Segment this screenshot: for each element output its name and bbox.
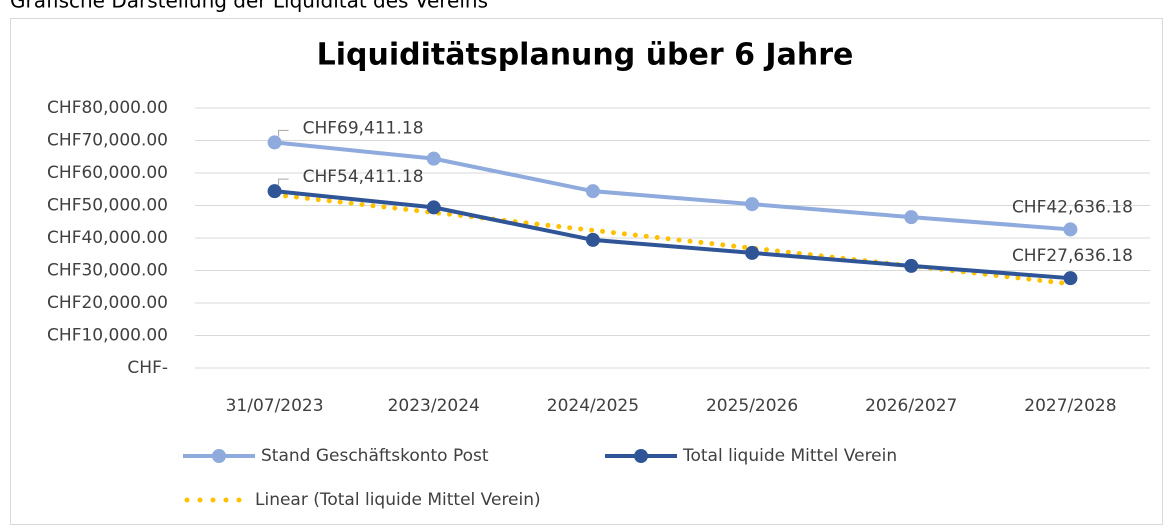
point — [1063, 222, 1078, 237]
point — [745, 245, 760, 260]
x-tick-label: 2027/2028 — [1024, 396, 1116, 416]
data-label: CHF69,411.18 — [303, 118, 424, 138]
y-tick-label: CHF60,000.00 — [47, 163, 168, 183]
point — [904, 210, 919, 225]
leader-line — [278, 178, 289, 186]
page-heading: Grafische Darstellung der Liquidität des… — [10, 0, 488, 13]
y-tick-label: CHF- — [127, 358, 168, 378]
point — [426, 200, 441, 215]
leader-line — [278, 129, 289, 137]
point — [745, 197, 760, 212]
point — [585, 232, 600, 247]
series-line — [274, 189, 1071, 281]
y-tick-label: CHF80,000.00 — [47, 98, 168, 118]
chart-frame — [10, 18, 1163, 525]
x-tick-label: 2024/2025 — [547, 396, 639, 416]
x-tick-label: 2026/2027 — [865, 396, 957, 416]
point — [267, 184, 282, 199]
y-tick-label: CHF50,000.00 — [47, 196, 168, 216]
chart-title: Liquiditätsplanung über 6 Jahre — [317, 38, 854, 73]
x-tick-label: 31/07/2023 — [226, 396, 324, 416]
y-tick-label: CHF40,000.00 — [47, 228, 168, 248]
y-tick-label: CHF10,000.00 — [47, 326, 168, 346]
data-label: CHF54,411.18 — [303, 167, 424, 187]
series-line — [272, 192, 1073, 287]
legend-marker — [212, 449, 226, 463]
legend-label: Linear (Total liquide Mittel Verein) — [255, 490, 541, 510]
legend-label: Total liquide Mittel Verein — [682, 446, 897, 466]
y-tick-label: CHF70,000.00 — [47, 131, 168, 151]
data-label: CHF42,636.18 — [1012, 197, 1133, 217]
legend-marker — [634, 449, 648, 463]
data-label: CHF27,636.18 — [1012, 246, 1133, 266]
y-tick-label: CHF30,000.00 — [47, 261, 168, 281]
x-tick-label: 2025/2026 — [706, 396, 798, 416]
point — [585, 184, 600, 199]
y-tick-label: CHF20,000.00 — [47, 293, 168, 313]
x-tick-label: 2023/2024 — [388, 396, 480, 416]
series-line — [274, 140, 1071, 232]
point — [1063, 271, 1078, 286]
legend-label: Stand Geschäftskonto Post — [261, 446, 489, 466]
point — [426, 151, 441, 166]
point — [904, 258, 919, 273]
point — [267, 135, 282, 150]
